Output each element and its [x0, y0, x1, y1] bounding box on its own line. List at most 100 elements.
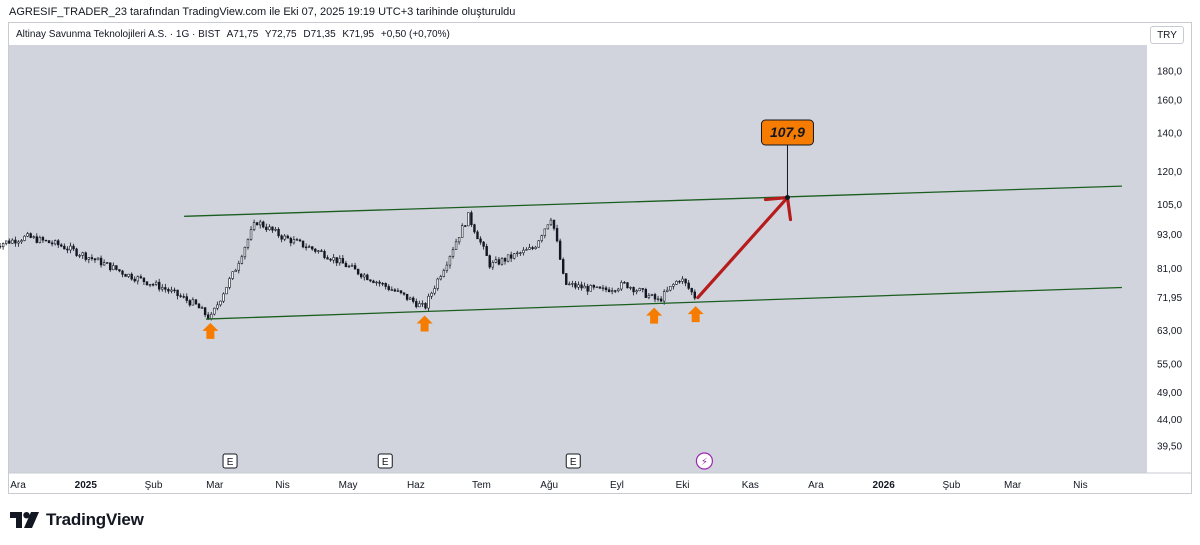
candle-body	[53, 240, 57, 245]
candle-body	[301, 240, 305, 248]
candle-body	[662, 291, 666, 302]
candle-body	[427, 295, 430, 309]
candle-body	[75, 248, 78, 256]
candle-body	[161, 287, 164, 290]
earnings-marker-label: E	[382, 457, 389, 468]
candle-body	[375, 281, 378, 284]
x-tick-label: May	[339, 480, 358, 491]
candle-body	[231, 271, 234, 279]
candle-body	[405, 293, 409, 300]
candle-body	[503, 258, 507, 262]
candle-body	[179, 295, 182, 297]
candle-body	[537, 240, 540, 248]
support-arrow-icon	[202, 322, 219, 339]
candle-body	[589, 284, 592, 292]
candle-body	[307, 246, 311, 248]
candle-body	[690, 288, 693, 293]
candle-body	[320, 250, 323, 252]
candle-body	[167, 289, 170, 292]
candle-body	[124, 274, 127, 277]
candle-body	[311, 246, 314, 250]
candle-body	[390, 289, 394, 291]
candle-body	[240, 256, 244, 264]
candle-body	[112, 265, 115, 271]
candle-body	[295, 239, 299, 241]
candle-body	[491, 262, 494, 268]
x-tick-label: Nis	[275, 480, 289, 491]
candle-body	[286, 235, 289, 239]
x-tick-label: Ara	[10, 480, 26, 491]
candle-body	[11, 239, 14, 244]
candle-body	[277, 228, 280, 237]
plot-background	[9, 45, 1147, 473]
y-tick-label: 44,00	[1157, 415, 1182, 426]
candle-body	[90, 257, 94, 259]
support-arrow-icon	[416, 315, 433, 332]
projection: 107,9	[696, 119, 814, 300]
candle-body	[8, 240, 11, 244]
target-label: 107,9	[770, 124, 805, 140]
earnings-marker-box	[222, 453, 238, 469]
candle-body	[317, 250, 320, 252]
candle-body	[84, 252, 87, 260]
close-value: K71,95	[342, 29, 375, 40]
candle-body	[384, 283, 387, 287]
candle-body	[81, 252, 84, 256]
earnings-marker-box	[377, 453, 393, 469]
candle-body	[494, 259, 498, 263]
candle-body	[626, 282, 629, 289]
candle-body	[246, 238, 250, 248]
candle-body	[14, 239, 17, 244]
candle-body	[638, 288, 641, 292]
news-marker-icon	[695, 452, 714, 470]
x-tick-label: Şub	[943, 480, 961, 491]
y-tick-label: 93,00	[1157, 230, 1182, 241]
candle-body	[118, 269, 121, 272]
symbol-name: Altinay Savunma Teknolojileri A.S. · 1G …	[16, 29, 221, 40]
candle-body	[543, 228, 547, 236]
candle-body	[506, 254, 510, 262]
candle-body	[360, 273, 363, 278]
candle-body	[182, 296, 185, 298]
tradingview-logo[interactable]: TradingView	[10, 510, 144, 530]
x-tick-label: Tem	[472, 480, 491, 491]
candle-body	[151, 284, 155, 286]
candle-body	[105, 262, 109, 264]
candle-body	[262, 221, 265, 228]
candle-body	[121, 270, 124, 275]
candle-body	[592, 284, 595, 288]
candle-body	[96, 257, 100, 261]
candle-body	[29, 233, 32, 238]
candle-body	[369, 279, 372, 282]
candle-body	[457, 237, 461, 243]
candle-body	[500, 258, 504, 265]
time-axis: Ara 2025 Şub Mar Nis May Haz Tem Ağu Eyl Eki Kas Ara…	[9, 472, 1191, 491]
candle-body	[617, 288, 620, 292]
candle-body	[145, 281, 149, 286]
candle-body	[421, 303, 424, 305]
candle-body	[4, 240, 8, 244]
candle-body	[525, 249, 528, 251]
candle-body	[583, 285, 586, 289]
channel-lines	[184, 185, 1122, 320]
candle-body	[191, 299, 195, 306]
candle-body	[528, 247, 531, 250]
candle-body	[50, 242, 54, 245]
candle-body	[641, 288, 644, 290]
candle-body	[289, 237, 293, 244]
candle-body	[534, 246, 537, 249]
currency-button[interactable]: TRY	[1150, 26, 1184, 44]
candle-body	[63, 245, 66, 250]
earnings-marker-label: E	[227, 457, 234, 468]
event-markers: E E E ⚡	[222, 452, 714, 470]
candle-body	[23, 235, 26, 241]
candle-body	[669, 286, 672, 291]
candle-body	[142, 277, 146, 282]
price-axis-background	[1147, 45, 1191, 473]
candle-body	[335, 257, 338, 264]
candle-body	[283, 235, 286, 240]
candle-body	[102, 262, 106, 266]
candle-body	[268, 226, 271, 231]
candle-body	[203, 307, 207, 316]
